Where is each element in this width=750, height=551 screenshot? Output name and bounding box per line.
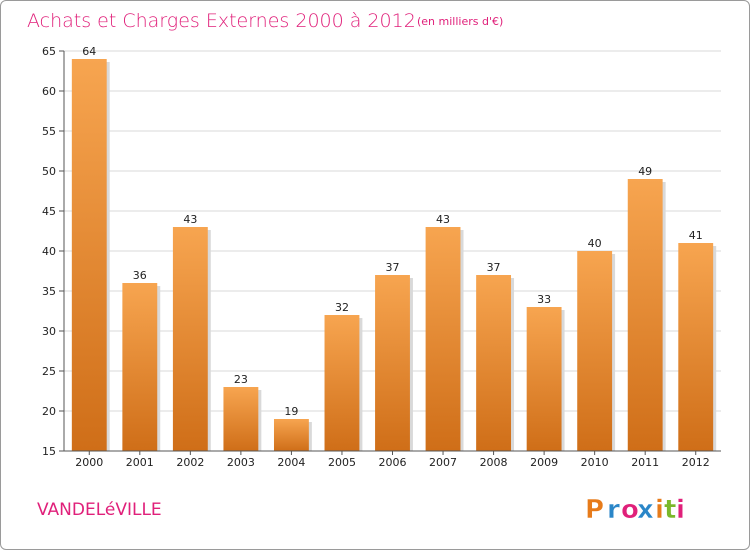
chart-title: Achats et Charges Externes 2000 à 2012 (27, 10, 416, 32)
logo-letter: r (607, 495, 620, 525)
bar-2011 (627, 179, 663, 451)
bar-2004 (273, 419, 309, 451)
value-label: 43 (436, 213, 450, 226)
value-label: 37 (487, 261, 501, 274)
y-tick-label: 45 (42, 205, 56, 218)
y-tick-label: 60 (42, 85, 56, 98)
x-tick-label: 2004 (277, 456, 305, 469)
x-tick-label: 2011 (631, 456, 659, 469)
bar-2008 (476, 275, 512, 451)
value-label: 33 (537, 293, 551, 306)
bar-2002 (172, 227, 208, 451)
x-tick-label: 2008 (480, 456, 508, 469)
logo-letter: P (585, 495, 604, 525)
y-tick-label: 65 (42, 45, 56, 58)
x-tick-label: 2001 (126, 456, 154, 469)
x-tick-label: 2003 (227, 456, 255, 469)
value-label: 36 (133, 269, 147, 282)
x-tick-label: 2000 (75, 456, 103, 469)
x-tick-label: 2009 (530, 456, 558, 469)
bar-2007 (425, 227, 461, 451)
x-tick-label: 2006 (379, 456, 407, 469)
value-label: 37 (386, 261, 400, 274)
logo-letter: t (664, 495, 676, 525)
bars: 64 36 43 23 19 32 37 43 37 33 40 49 41 (71, 45, 717, 451)
value-label: 23 (234, 373, 248, 386)
value-label: 43 (183, 213, 197, 226)
value-label: 41 (689, 229, 703, 242)
x-tick-label: 2012 (682, 456, 710, 469)
y-tick-label: 25 (42, 365, 56, 378)
bar-2005 (324, 315, 360, 451)
value-label: 49 (638, 165, 652, 178)
bar-2012 (678, 243, 714, 451)
logo-letter: i (655, 495, 664, 525)
value-label: 40 (588, 237, 602, 250)
bar-2000 (71, 59, 107, 451)
logo-letter: i (676, 495, 685, 525)
logo-letter: o (621, 495, 639, 525)
y-tick-label: 55 (42, 125, 56, 138)
commune-name: VANDELéVILLE (37, 500, 162, 520)
x-tick-label: 2007 (429, 456, 457, 469)
y-tick-label: 40 (42, 245, 56, 258)
value-label: 32 (335, 301, 349, 314)
x-tick-label: 2005 (328, 456, 356, 469)
value-label: 19 (284, 405, 298, 418)
y-tick-label: 15 (42, 445, 56, 458)
value-label: 64 (82, 45, 96, 58)
bar-2009 (526, 307, 562, 451)
bar-2006 (375, 275, 410, 451)
bar-2001 (122, 283, 158, 451)
bar-2010 (577, 251, 613, 451)
y-tick-label: 35 (42, 285, 56, 298)
x-tick-label: 2010 (581, 456, 609, 469)
y-tick-label: 30 (42, 325, 56, 338)
x-tick-label: 2002 (176, 456, 204, 469)
logo-letter: x (637, 495, 654, 525)
y-tick-label: 20 (42, 405, 56, 418)
axes: 15 20 25 30 35 40 45 50 55 60 65 2000 2001 2002 2003 20… (42, 45, 721, 469)
chart-subtitle: (en milliers d'€) (417, 15, 503, 28)
bar-2003 (223, 387, 259, 451)
y-tick-label: 50 (42, 165, 56, 178)
